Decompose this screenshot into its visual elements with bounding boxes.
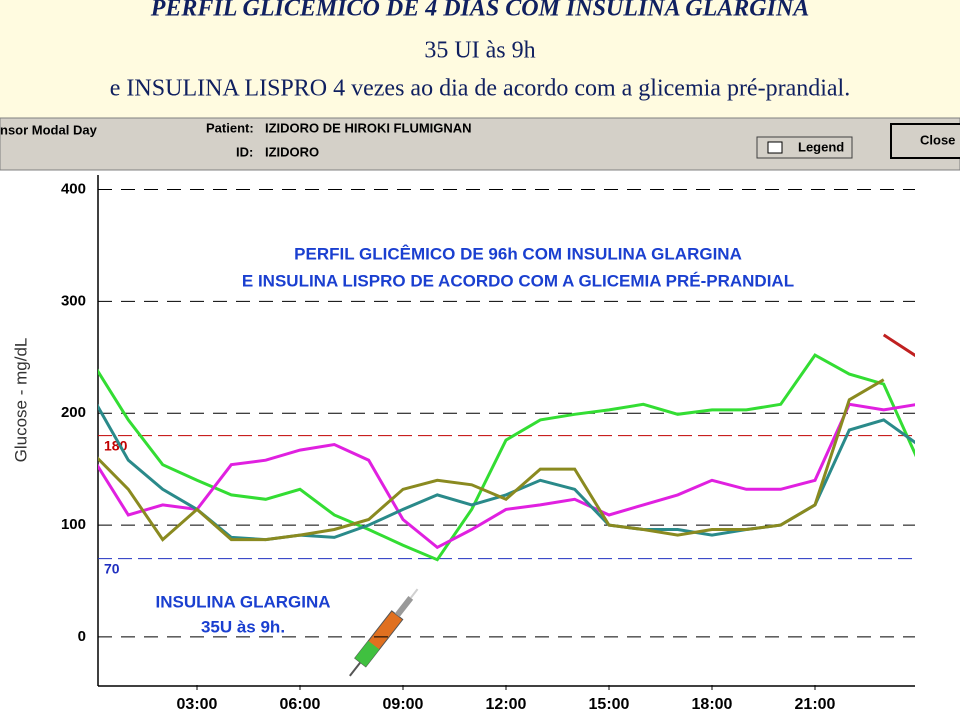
- series-line: [98, 353, 915, 562]
- series-line: [882, 333, 915, 358]
- x-tick-label: 03:00: [177, 696, 218, 713]
- syringe-end: [409, 588, 419, 599]
- series-line: [98, 402, 915, 550]
- annotation: INSULINA GLARGINA: [155, 592, 330, 611]
- header-line: 35 UI às 9h: [424, 38, 535, 64]
- syringe-needle: [349, 661, 362, 677]
- x-tick-label: 18:00: [692, 696, 733, 713]
- legend-button-label[interactable]: Legend: [798, 139, 844, 154]
- syringe-liquid: [354, 640, 380, 667]
- id-value: IZIDORO: [265, 144, 319, 159]
- button-frame: [890, 123, 960, 159]
- button-icon: [767, 141, 783, 154]
- y-tick-label: 300: [61, 292, 86, 309]
- header-line: e INSULINA LISPRO 4 vezes ao dia de acor…: [110, 76, 850, 102]
- y-tick-label: 400: [61, 181, 86, 198]
- x-tick-label: 12:00: [486, 696, 527, 713]
- y-tick-label: 0: [78, 628, 86, 645]
- series-line: [98, 378, 885, 542]
- x-tick-label: 06:00: [280, 696, 321, 713]
- annotation: 35U às 9h.: [201, 617, 285, 636]
- id-label: ID:: [236, 144, 253, 159]
- x-tick-label: 09:00: [383, 696, 424, 713]
- header-band: [0, 0, 960, 118]
- patient-label: Patient:: [206, 120, 254, 135]
- x-tick-label: 15:00: [589, 696, 630, 713]
- close-button[interactable]: Close: [890, 123, 960, 159]
- x-tick-label: 21:00: [795, 696, 836, 713]
- header-line: PERFIL GLICÊMICO DE 4 DIAS COM INSULINA …: [150, 0, 810, 22]
- y-tick-label: 200: [61, 404, 86, 421]
- annotation: PERFIL GLICÊMICO DE 96h COM INSULINA GLA…: [294, 244, 742, 263]
- syringe-plunger: [394, 595, 414, 618]
- reference-label: 70: [104, 560, 120, 576]
- annotation: E INSULINA LISPRO DE ACORDO COM A GLICEM…: [242, 271, 794, 290]
- window-title: nsor Modal Day: [0, 122, 98, 137]
- legend-button[interactable]: Legend: [756, 136, 853, 159]
- y-axis-label: Glucose - mg/dL: [11, 338, 30, 463]
- close-button-label[interactable]: Close: [920, 132, 955, 147]
- syringe-icon: [349, 588, 419, 677]
- patient-name: IZIDORO DE HIROKI FLUMIGNAN: [265, 120, 472, 135]
- y-tick-label: 100: [61, 516, 86, 533]
